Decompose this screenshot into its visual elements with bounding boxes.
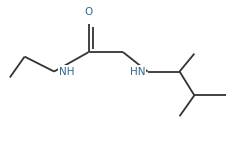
Text: NH: NH bbox=[59, 66, 75, 77]
Text: O: O bbox=[84, 7, 93, 17]
Text: HN: HN bbox=[130, 66, 145, 77]
